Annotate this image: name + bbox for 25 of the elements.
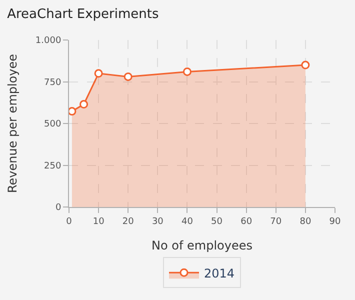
y-tick-label: 250 <box>44 161 62 172</box>
point <box>69 107 76 116</box>
y-axis-title: Revenue per employee <box>6 54 20 194</box>
y-tick-label: 0 <box>55 203 62 214</box>
x-tick-label: 50 <box>211 216 223 227</box>
point <box>301 60 310 70</box>
x-tick-label: 40 <box>181 216 194 227</box>
point <box>124 72 132 81</box>
point <box>80 100 88 109</box>
point <box>94 69 103 78</box>
legend-label: 2014 <box>204 266 235 280</box>
chart-title: AreaChart Experiments <box>7 7 159 22</box>
y-tick-label: 750 <box>44 78 62 88</box>
x-tick-label: 80 <box>300 216 312 227</box>
x-axis-title: No of employees <box>152 238 252 253</box>
y-tick-label: 1.000 <box>35 36 62 46</box>
x-tick-label: 30 <box>152 216 164 227</box>
y-tick-label: 500 <box>44 120 62 130</box>
point <box>182 67 192 76</box>
x-tick-label: 70 <box>270 216 282 227</box>
x-tick-label: 20 <box>122 216 134 227</box>
x-tick-label: 60 <box>240 216 252 227</box>
x-tick-label: 10 <box>92 216 105 227</box>
x-tick-label: 0 <box>66 216 72 227</box>
x-tick-label: 90 <box>329 216 341 227</box>
